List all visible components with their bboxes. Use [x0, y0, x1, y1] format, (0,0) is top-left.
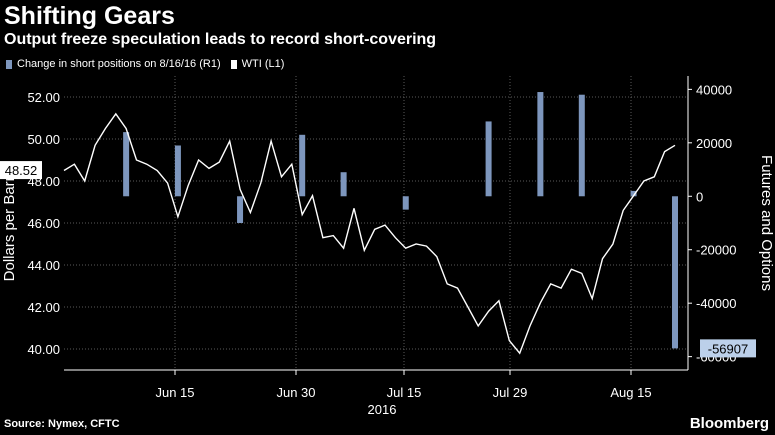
x-tick-label: Jun 15 [155, 385, 194, 400]
wti-line [63, 112, 676, 355]
bar [402, 196, 409, 210]
current-right-value: -56907 [708, 341, 748, 356]
x-tick-label: Jun 30 [276, 385, 315, 400]
left-tick-label: 44.00 [27, 258, 60, 273]
right-tick-label: 20000 [696, 136, 732, 151]
bar [537, 92, 544, 197]
right-tick-label: -40000 [696, 296, 736, 311]
legend-item-bars: Change in short positions on 8/16/16 (R1… [6, 58, 221, 70]
left-axis-title: Dollars per Barrel [1, 165, 18, 282]
current-left-value: 48.52 [5, 163, 38, 178]
current-left-tag [0, 161, 42, 180]
right-tick-label: -20000 [696, 243, 736, 258]
bar [340, 172, 347, 197]
x-tick-label: Jul 15 [387, 385, 422, 400]
left-tick-label: 46.00 [27, 216, 60, 231]
bar [299, 134, 306, 197]
x-tick-label: Aug 15 [610, 385, 651, 400]
source-note: Source: Nymex, CFTC [4, 418, 120, 430]
bar [485, 121, 492, 197]
bar [237, 196, 244, 223]
legend: Change in short positions on 8/16/16 (R1… [6, 58, 294, 70]
legend-item-line: WTI (L1) [230, 58, 285, 70]
chart-subtitle: Output freeze speculation leads to recor… [4, 31, 437, 48]
bar [672, 196, 678, 349]
x-year-label: 2016 [368, 402, 397, 417]
legend-label-bars: Change in short positions on 8/16/16 (R1… [17, 58, 221, 70]
x-tick-label: Jul 29 [493, 385, 528, 400]
bar [123, 132, 130, 197]
legend-label-line: WTI (L1) [241, 58, 285, 70]
chart-title: Shifting Gears [4, 2, 175, 30]
left-tick-label: 52.00 [27, 90, 60, 105]
legend-swatch-bars [6, 59, 12, 69]
left-tick-label: 50.00 [27, 132, 60, 147]
left-tick-label: 42.00 [27, 300, 60, 315]
legend-swatch-line [230, 59, 237, 69]
bar [630, 190, 637, 197]
left-tick-label: 40.00 [27, 342, 60, 357]
bar [174, 145, 181, 197]
right-tick-label: 0 [696, 189, 703, 204]
right-tick-label: 40000 [696, 82, 732, 97]
current-right-tag [700, 339, 756, 358]
bloomberg-logo: Bloomberg [689, 415, 769, 432]
bar [578, 94, 585, 197]
right-axis-title: Futures and Options [758, 155, 775, 291]
